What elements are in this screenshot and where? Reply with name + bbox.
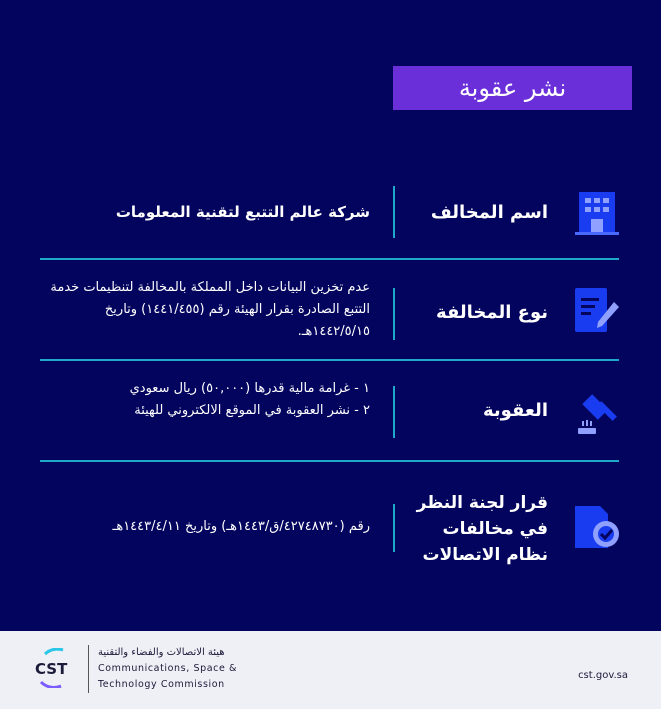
- footer-divider: [88, 645, 89, 693]
- penalty-item: ١ - غرامة مالية قدرها (٥٠,٠٠٠) ريال سعود…: [129, 381, 370, 396]
- divider: [40, 359, 619, 361]
- divider: [40, 460, 619, 462]
- penalty-item: ٢ - نشر العقوبة في الموقع الالكتروني لله…: [134, 403, 370, 418]
- penalty-list: ١ - غرامة مالية قدرها (٥٠,٠٠٠) ريال سعود…: [30, 378, 370, 422]
- committee-decision-value: رقم (٤٢٧٤٨٧٣٠/ق/١٤٤٣هـ) وتاريخ ١٤٤٣/٤/١١…: [112, 519, 370, 534]
- building-icon: [575, 192, 619, 235]
- violation-type-value: عدم تخزين البيانات داخل المملكة بالمخالف…: [50, 280, 370, 339]
- violation-type-label: نوع المخالفة: [436, 302, 548, 323]
- penalty-label: العقوبة: [482, 400, 548, 421]
- divider: [393, 386, 395, 438]
- violator-name-value: شركة عالم التتبع لتقنية المعلومات: [115, 203, 370, 221]
- committee-decision-label: قرار لجنة النظر في مخالفات نظام الاتصالا…: [416, 493, 548, 565]
- logo-text: CST: [35, 660, 68, 678]
- org-name-ar: هيئة الاتصالات والفضاء والتقنية: [98, 647, 225, 658]
- org-name-en-1: Communications, Space &: [98, 663, 238, 674]
- divider: [393, 504, 395, 552]
- footer: [0, 631, 661, 709]
- cst-logo-icon: CST: [35, 648, 68, 688]
- divider: [393, 288, 395, 340]
- org-name: هيئة الاتصالات والفضاء والتقنية Communic…: [98, 645, 237, 693]
- verified-document-icon: [575, 506, 619, 548]
- divider: [40, 258, 619, 260]
- violator-name-label: اسم المخالف: [430, 202, 548, 223]
- website-link[interactable]: cst.gov.sa: [578, 670, 628, 681]
- document-pen-icon: [575, 288, 619, 332]
- gavel-icon: [578, 394, 617, 434]
- org-name-en-2: Technology Commission: [98, 679, 225, 690]
- divider: [393, 186, 395, 238]
- page-title: نشر عقوبة: [393, 66, 632, 110]
